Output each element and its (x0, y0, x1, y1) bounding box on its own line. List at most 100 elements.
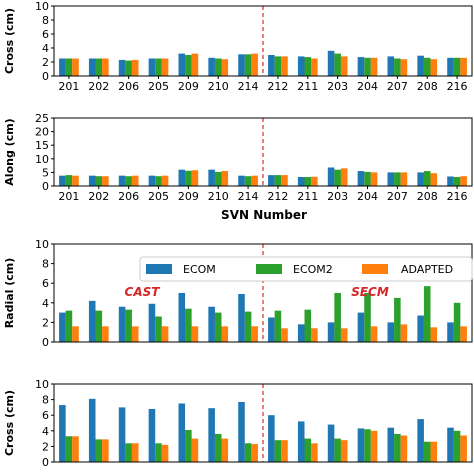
bar-ecom (178, 293, 186, 342)
bar-ecom2 (304, 177, 312, 186)
legend-frame (139, 256, 473, 282)
bar-ecom (208, 169, 215, 186)
bar-ecom2 (304, 438, 312, 462)
y-tick-label: 6 (42, 277, 49, 290)
bar-ecom2 (364, 429, 371, 462)
y-tick-label: 6 (42, 28, 49, 41)
y-tick-label: 4 (42, 42, 49, 55)
bar-ecom (327, 167, 335, 186)
bar-ecom2 (364, 171, 371, 186)
x-tick-label: 210 (208, 190, 229, 203)
y-tick-label: 2 (42, 316, 49, 329)
bar-ecom (327, 50, 335, 76)
bar-ecom2 (453, 177, 461, 186)
x-tick-label: 201 (58, 80, 79, 93)
bar-ecom (88, 58, 96, 76)
y-tick-label: 8 (42, 14, 49, 27)
bar-adapted (311, 176, 318, 186)
legend: ECOM ECOM2 ADAPTED (139, 256, 473, 282)
bar-ecom2 (125, 176, 132, 186)
bar-ecom2 (214, 433, 222, 462)
bar-ecom (118, 407, 126, 462)
bar-ecom2 (334, 53, 341, 76)
y-tick-label: 8 (42, 258, 49, 271)
bar-adapted (370, 57, 378, 76)
bar-adapted (430, 59, 438, 76)
x-tick-label: 204 (357, 80, 378, 93)
y-tick-label: 2 (42, 440, 49, 453)
bar-adapted (400, 172, 408, 186)
bar-ecom2 (274, 310, 282, 342)
bar-ecom (357, 312, 365, 342)
bar-ecom2 (394, 433, 401, 462)
bar-ecom (59, 312, 66, 342)
bar-adapted (340, 328, 348, 342)
bar-ecom2 (423, 57, 431, 76)
legend-swatch-ecom2 (256, 264, 282, 274)
bar-ecom (297, 56, 305, 76)
bar-ecom2 (244, 311, 252, 342)
x-tick-label: 209 (178, 190, 199, 203)
bar-ecom2 (453, 57, 461, 76)
x-tick-label: 202 (88, 190, 109, 203)
bar-adapted (311, 328, 318, 342)
bar-ecom2 (334, 293, 341, 342)
legend-label-ecom2: ECOM2 (293, 263, 333, 276)
bar-ecom (447, 322, 454, 342)
bar-ecom2 (125, 443, 132, 462)
bar-ecom2 (65, 175, 73, 186)
bar-adapted (281, 440, 288, 462)
bar-ecom (59, 58, 66, 76)
x-tick-label: 201 (58, 190, 79, 203)
bar-ecom2 (155, 58, 162, 76)
bar-adapted (281, 328, 288, 342)
bar-ecom (447, 427, 454, 462)
panel-bottom-cross: 0 2 4 6 8 10 Cross (cm) (3, 378, 473, 469)
bar-ecom (327, 322, 335, 342)
x-tick-label: 204 (357, 190, 378, 203)
y-tick-label: 5 (42, 166, 49, 179)
bar-ecom (88, 300, 96, 342)
y-tick-label: 4 (42, 297, 49, 310)
bar-ecom (178, 403, 186, 462)
bar-adapted (72, 436, 79, 462)
bar-ecom (387, 427, 395, 462)
y-tick-label: 10 (35, 238, 49, 251)
y-axis-label: Cross (cm) (3, 390, 16, 456)
x-tick-label: 214 (238, 80, 259, 93)
bar-ecom (88, 398, 96, 462)
bar-ecom (417, 315, 424, 342)
bar-adapted (281, 56, 288, 76)
bar-adapted (460, 57, 467, 76)
bar-ecom2 (95, 439, 103, 462)
bar-ecom (178, 53, 186, 76)
plot-frame (53, 5, 473, 77)
bar-ecom2 (244, 176, 252, 186)
bar-adapted (251, 444, 258, 462)
bar-adapted (191, 170, 199, 186)
bar-ecom (118, 59, 126, 76)
bar-ecom2 (185, 430, 192, 462)
bar-ecom2 (185, 170, 192, 186)
y-tick-label: 0 (42, 456, 49, 469)
bar-adapted (191, 326, 199, 342)
x-tick-label: 205 (148, 190, 169, 203)
legend-label-adapted: ADAPTED (401, 263, 453, 276)
bar-adapted (131, 443, 139, 462)
bar-ecom2 (185, 308, 192, 342)
bar-ecom2 (334, 438, 341, 462)
bar-ecom2 (95, 310, 103, 342)
bar-ecom (357, 171, 365, 186)
bar-ecom2 (274, 56, 282, 76)
y-tick-label: 4 (42, 425, 49, 438)
y-tick-label: 20 (35, 126, 49, 139)
x-tick-label: 203 (327, 190, 348, 203)
bar-adapted (221, 171, 229, 186)
bar-ecom (387, 56, 395, 76)
bar-adapted (251, 175, 258, 186)
plot-frame (53, 243, 473, 343)
bar-adapted (161, 58, 169, 76)
bar-ecom2 (394, 58, 401, 76)
y-tick-label: 25 (35, 112, 49, 125)
